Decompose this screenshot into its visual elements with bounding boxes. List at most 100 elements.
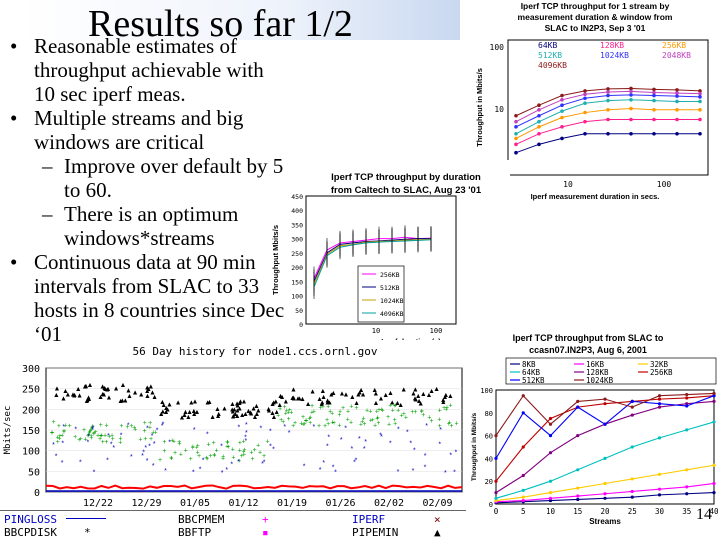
chart-3-point-pipemin: ▲ (318, 401, 325, 408)
chart-3-point-pipemin: ▲ (53, 386, 60, 393)
chart-3-point-iperf: + (226, 444, 230, 451)
chart-3-point-iperf: + (62, 429, 66, 436)
chart-3-point-iperf: + (256, 442, 260, 449)
chart-3-point-pipemin: ▲ (69, 391, 76, 398)
chart-3-point-pipemin: ▲ (232, 411, 239, 418)
chart-4-legend-entry: 256KB (650, 368, 673, 377)
chart-3-point-iperf: + (368, 409, 372, 416)
chart-3-point-bbcp: * (358, 436, 361, 443)
chart-4-x-tick: 40 (709, 507, 719, 516)
chart-3-point-iperf: + (170, 437, 174, 444)
chart-3-point-pipemin: ▲ (64, 392, 71, 399)
chart-1-point (537, 142, 541, 147)
chart-3-point-iperf: + (454, 421, 458, 428)
chart-4-point (548, 451, 553, 455)
chart-3-point-pipemin: ▲ (144, 388, 151, 395)
chart-1-point (537, 119, 541, 124)
chart-1-point (675, 94, 679, 98)
chart-3-point-iperf: + (221, 456, 225, 463)
chart-3-point-pipemin: ▲ (236, 406, 243, 413)
chart-3-point-iperf: + (375, 409, 379, 416)
chart-3-point-iperf: + (238, 447, 242, 454)
chart-3-point-pipemin: ▲ (204, 399, 211, 406)
chart-3-point-iperf: + (89, 427, 93, 434)
chart-56-day-history: 56 Day history for node1.ccs.ornl.gov 0 50… (0, 340, 466, 512)
chart-4-point (494, 491, 498, 495)
chart-3-point-pipemin: ▲ (166, 402, 173, 409)
chart-3-point-iperf: + (143, 420, 147, 427)
chart-3-point-iperf: + (258, 450, 262, 457)
chart-3-point-pipemin: ▲ (186, 409, 193, 416)
chart-3-point-pipemin: ▲ (425, 392, 432, 399)
chart-3-point-bbcp: * (164, 468, 167, 475)
chart-3-point-iperf: + (177, 439, 181, 446)
chart-1-series-line (515, 133, 700, 154)
chart-3-point-iperf: + (410, 409, 414, 416)
chart-3-point-iperf: + (99, 422, 103, 429)
chart-1-point (560, 109, 564, 113)
chart-3-point-iperf: + (238, 440, 242, 447)
chart-3-point-pipemin: ▲ (328, 392, 335, 399)
chart-2-y-tick: 300 (291, 236, 303, 244)
chart-2-legend-entry: 256KB (380, 271, 400, 279)
chart-3-point-bbcp: * (141, 453, 144, 460)
chart-3-point-bbcp: * (162, 421, 165, 428)
chart-4-point (548, 491, 553, 495)
chart-3-point-pipemin: ▲ (417, 401, 424, 408)
chart-3-point-iperf: + (391, 407, 395, 414)
chart-3-x-tick: 01/05 (180, 498, 210, 509)
chart-4-point (494, 479, 498, 483)
chart-1-point (514, 136, 518, 141)
chart-4-point (603, 492, 607, 496)
chart-3-point-bbcp: * (272, 446, 275, 453)
chart-3-point-iperf: + (310, 409, 314, 416)
chart-2-legend-entry: 512KB (380, 284, 400, 292)
chart-3-point-iperf: + (430, 418, 434, 425)
chart-3-point-pipemin: ▲ (326, 399, 333, 406)
chart-3-point-pipemin: ▲ (86, 382, 93, 389)
chart-3-point-pipemin: ▲ (221, 406, 228, 413)
chart-3-point-pipemin: ▲ (296, 396, 303, 403)
chart-3-point-iperf: + (377, 407, 381, 414)
chart-3-point-iperf: + (359, 422, 363, 429)
legend-bbcpdisk: BBCPDISK (4, 526, 57, 539)
chart-3-point-iperf: + (449, 423, 453, 430)
chart-3-point-bbcp: * (156, 428, 159, 435)
chart-1-point (560, 115, 564, 120)
chart-2-y-tick: 100 (291, 293, 303, 301)
chart-3-point-pipemin: ▲ (252, 414, 259, 421)
chart-3-point-iperf: + (90, 423, 94, 430)
chart-3-point-pipemin: ▲ (85, 395, 92, 402)
chart-3-point-iperf: + (399, 412, 403, 419)
chart-4-point (657, 405, 662, 409)
chart-3-point-bbcp: * (74, 427, 77, 434)
chart-1-point (629, 106, 633, 111)
legend-pipemin: PIPEMIN (352, 526, 399, 539)
chart-3-point-pipemin: ▲ (215, 411, 222, 418)
chart-2-title-line: Iperf TCP throughput by duration (331, 172, 481, 183)
chart-4-legend-entry: 16KB (586, 360, 605, 369)
chart-3-point-iperf: + (332, 420, 336, 427)
chart-3-point-iperf: + (87, 430, 91, 437)
chart-3-point-bbcp: * (283, 424, 286, 431)
chart-3-point-bbcp: * (148, 444, 151, 451)
chart-3-point-iperf: + (284, 411, 288, 418)
chart-3-point-pipemin: ▲ (53, 392, 60, 399)
chart-3-point-iperf: + (449, 403, 453, 410)
chart-3-point-iperf: + (380, 406, 384, 413)
chart-1-point (514, 131, 518, 136)
chart-4-legend-entry: 64KB (522, 368, 541, 377)
chart-3-point-iperf: + (50, 430, 54, 437)
chart-3-point-bbcp: * (389, 441, 392, 448)
chart-3-point-iperf: + (90, 424, 94, 431)
chart-3-point-pipemin: ▲ (229, 408, 236, 415)
chart-3-point-iperf: + (396, 407, 400, 414)
chart-3-point-bbcp: * (91, 427, 94, 434)
chart-3-point-bbcp: * (244, 435, 247, 442)
chart-3-point-iperf: + (250, 456, 254, 463)
chart-3-point-iperf: + (346, 408, 350, 415)
chart-1-point (560, 136, 564, 141)
chart-3-point-pipemin: ▲ (355, 392, 362, 399)
chart-1-legend-entry: 64KB (538, 41, 557, 50)
chart-3-y-tick: 50 (28, 467, 40, 478)
